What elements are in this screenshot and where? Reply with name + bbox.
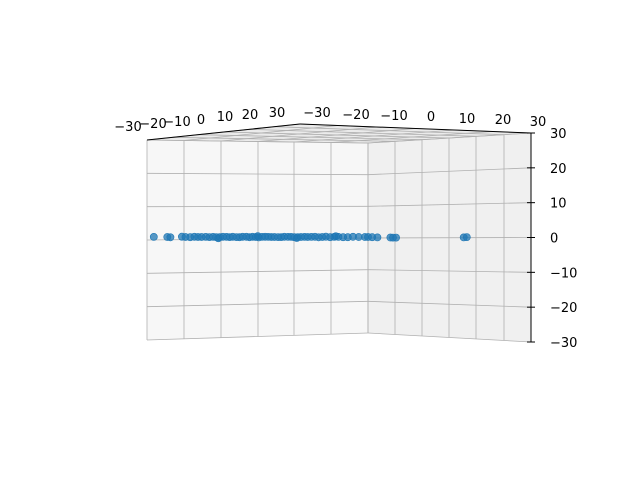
top-tick-label: −30 [303, 106, 330, 121]
data-point [373, 233, 382, 242]
data-point [166, 233, 175, 242]
z-tick-label: −20 [550, 301, 577, 316]
z-tick-label: −30 [550, 336, 577, 351]
data-point [331, 232, 340, 241]
grid-line [367, 132, 532, 144]
grid-line [367, 167, 532, 176]
top-tick-label: −10 [380, 109, 407, 124]
data-point [149, 232, 158, 241]
grid-line [367, 332, 532, 343]
z-tick-label: 30 [550, 127, 567, 142]
top-tick-label: 10 [217, 110, 234, 125]
z-tick-label: 20 [550, 162, 567, 177]
grid-line [146, 172, 369, 176]
top-tick-label: 20 [242, 108, 259, 123]
top-tick-label: 0 [197, 113, 205, 128]
z-tick-labels: 30 20 10 0 −10 −20 −30 [527, 127, 577, 351]
top-tick-label: −30 [114, 120, 141, 135]
axes-panes [147, 124, 531, 342]
grid-line [331, 131, 493, 143]
data-point [214, 234, 223, 243]
grid-line [367, 202, 532, 207]
top-tick-label: −10 [163, 115, 190, 130]
data-point [292, 234, 301, 242]
grid-line [146, 269, 369, 274]
top-tick-label: −20 [139, 117, 166, 132]
grid-line [367, 300, 532, 308]
x-axis-line [146, 123, 301, 141]
data-point [253, 232, 262, 240]
data-point [462, 233, 471, 241]
top-tick-label: 30 [269, 106, 286, 121]
z-tick-label: 10 [550, 197, 567, 212]
top-tick-label: 10 [459, 112, 476, 127]
z-tick-label: 0 [550, 232, 558, 247]
grid-line [367, 269, 532, 273]
y-axis-line [299, 123, 532, 134]
grid-line [146, 300, 369, 308]
top-tick-label: 0 [427, 110, 435, 125]
top-tick-labels: −30−20−10 0 10 20 30 −30 −20 −10 0 10 20 30 [114, 106, 546, 135]
top-tick-label: 20 [495, 113, 512, 128]
data-point [392, 233, 400, 242]
z-tick-label: −10 [550, 266, 577, 281]
top-tick-label: −20 [342, 108, 369, 123]
scatter-points [149, 232, 471, 243]
top-tick-label: 30 [530, 115, 547, 130]
grid-line [146, 332, 369, 341]
